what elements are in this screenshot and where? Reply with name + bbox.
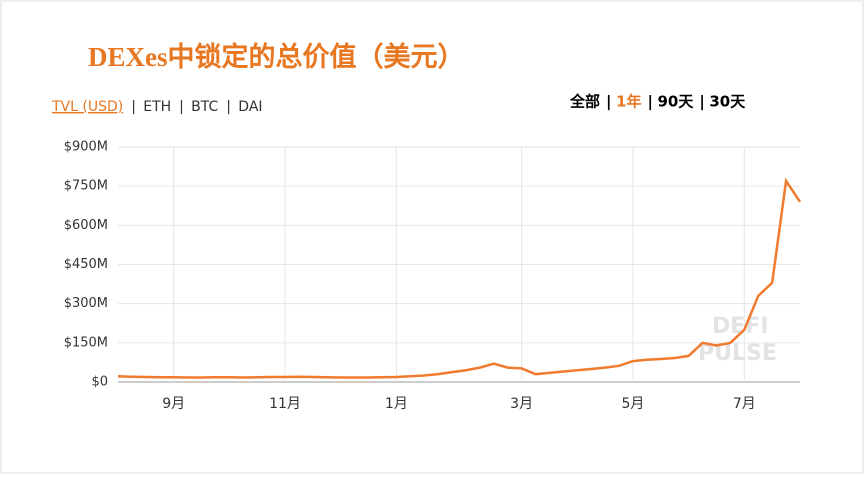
range-tab[interactable]: 1年 [616,93,641,111]
x-tick-label: 11月 [269,396,301,412]
y-tick-label: $300M [64,296,108,311]
metric-tab[interactable]: ETH [143,99,171,115]
range-tab[interactable]: 90天 [657,93,694,111]
data-line [117,177,802,379]
separator: | [647,93,652,112]
separator: | [131,99,136,115]
metric-tabs: TVL (USD) | ETH | BTC | DAI [51,99,263,115]
x-tick-label: 1月 [385,396,408,412]
y-tick-label: $150M [64,335,108,350]
y-tick-label: $750M [64,179,108,194]
y-tick-label: $0 [91,375,108,390]
range-tab[interactable]: 30天 [709,93,746,111]
y-tick-label: $600M [64,218,108,233]
x-tick-label: 7月 [733,396,756,412]
chart-title: DEXes中锁定的总价值（美元） [88,41,465,72]
range-tab[interactable]: 全部 [569,93,600,111]
x-tick-label: 9月 [162,396,185,412]
separator: | [226,99,231,115]
metric-tab[interactable]: TVL (USD) [51,99,123,115]
range-tabs: 全部 | 1年 | 90天 | 30天 [569,93,746,112]
separator: | [179,99,184,115]
y-tick-label: $900M [64,140,108,155]
separator: | [606,93,611,112]
separator: | [699,93,704,112]
metric-tab[interactable]: BTC [191,99,218,115]
x-tick-label: 5月 [622,396,645,412]
y-tick-label: $450M [64,257,108,272]
metric-tab[interactable]: DAI [238,99,262,115]
x-tick-label: 3月 [510,396,533,412]
